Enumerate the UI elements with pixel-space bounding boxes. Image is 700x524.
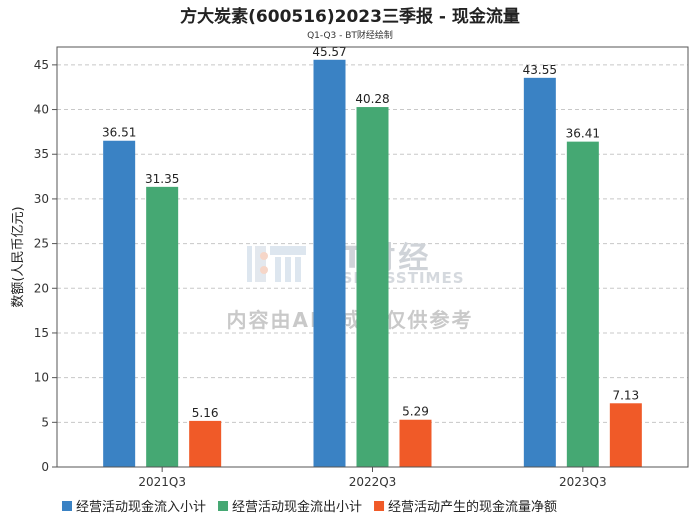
data-label: 5.29 — [402, 405, 429, 419]
bar — [313, 59, 346, 468]
y-tick-label: 10 — [34, 371, 49, 385]
data-label: 36.41 — [566, 127, 600, 141]
data-label: 36.51 — [102, 126, 136, 140]
y-tick-label: 30 — [34, 192, 49, 206]
legend-label: 经营活动现金流入小计 — [76, 499, 206, 515]
legend-label: 经营活动产生的现金流量净额 — [388, 499, 557, 515]
watermark-logo-icon — [247, 246, 306, 282]
bars — [103, 59, 642, 468]
chart-subtitle: Q1-Q3 - BT财经绘制 — [307, 29, 393, 41]
y-axis-label: 数额(人民币亿元) — [11, 206, 26, 307]
y-tick-label: 15 — [34, 326, 49, 340]
bar — [146, 186, 179, 467]
y-tick-label: 5 — [41, 415, 49, 429]
legend-swatch — [374, 501, 385, 511]
data-label: 45.57 — [312, 45, 346, 59]
bar — [356, 107, 389, 468]
y-tick-label: 0 — [41, 460, 49, 474]
legend-swatch — [218, 501, 229, 511]
bar — [103, 140, 136, 468]
y-tick-label: 45 — [34, 58, 49, 72]
x-axis-ticks: 2021Q3 2022Q3 2023Q3 — [138, 467, 607, 489]
data-label: 7.13 — [612, 388, 639, 402]
data-labels: 36.51 31.35 5.16 45.57 40.28 5.29 43.55 36.41 7.… — [102, 45, 639, 420]
data-label: 40.28 — [355, 92, 389, 106]
y-tick-label: 20 — [34, 281, 49, 295]
legend: 经营活动现金流入小计 经营活动现金流出小计 经营活动产生的现金流量净额 — [62, 499, 557, 515]
watermark-notice: 内容由AI生成，仅供参考 — [227, 308, 474, 332]
data-label: 31.35 — [145, 172, 179, 186]
data-label: 43.55 — [523, 63, 557, 77]
legend-label: 经营活动现金流出小计 — [232, 499, 362, 515]
chart-title: 方大炭素(600516)2023三季报 - 现金流量 — [180, 6, 520, 27]
bar — [523, 77, 556, 468]
x-tick-label: 2021Q3 — [138, 475, 186, 489]
y-tick-label: 25 — [34, 237, 49, 251]
watermark-brand-sub: BUSINESSTIMES — [316, 269, 465, 287]
legend-swatch — [62, 501, 72, 511]
data-label: 5.16 — [192, 406, 219, 420]
bar — [609, 403, 642, 467]
bar — [189, 420, 222, 467]
y-axis-ticks: 0 5 10 15 20 25 30 35 40 45 — [34, 58, 57, 474]
x-tick-label: 2023Q3 — [559, 475, 607, 489]
y-tick-label: 40 — [34, 103, 49, 117]
bar — [399, 419, 432, 467]
x-tick-label: 2022Q3 — [349, 475, 397, 489]
y-tick-label: 35 — [34, 147, 49, 161]
bar — [566, 141, 599, 468]
